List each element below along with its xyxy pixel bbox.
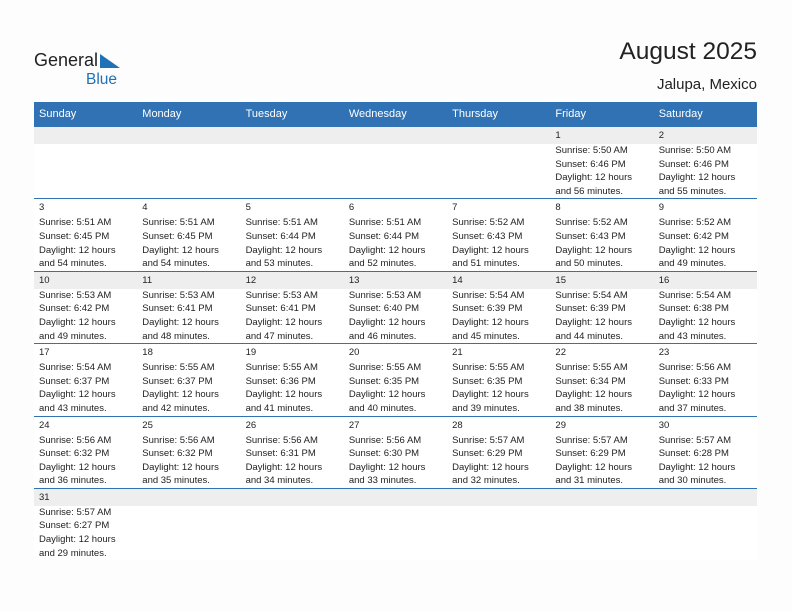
svg-text:General: General [34, 50, 98, 70]
svg-text:Blue: Blue [86, 71, 117, 88]
